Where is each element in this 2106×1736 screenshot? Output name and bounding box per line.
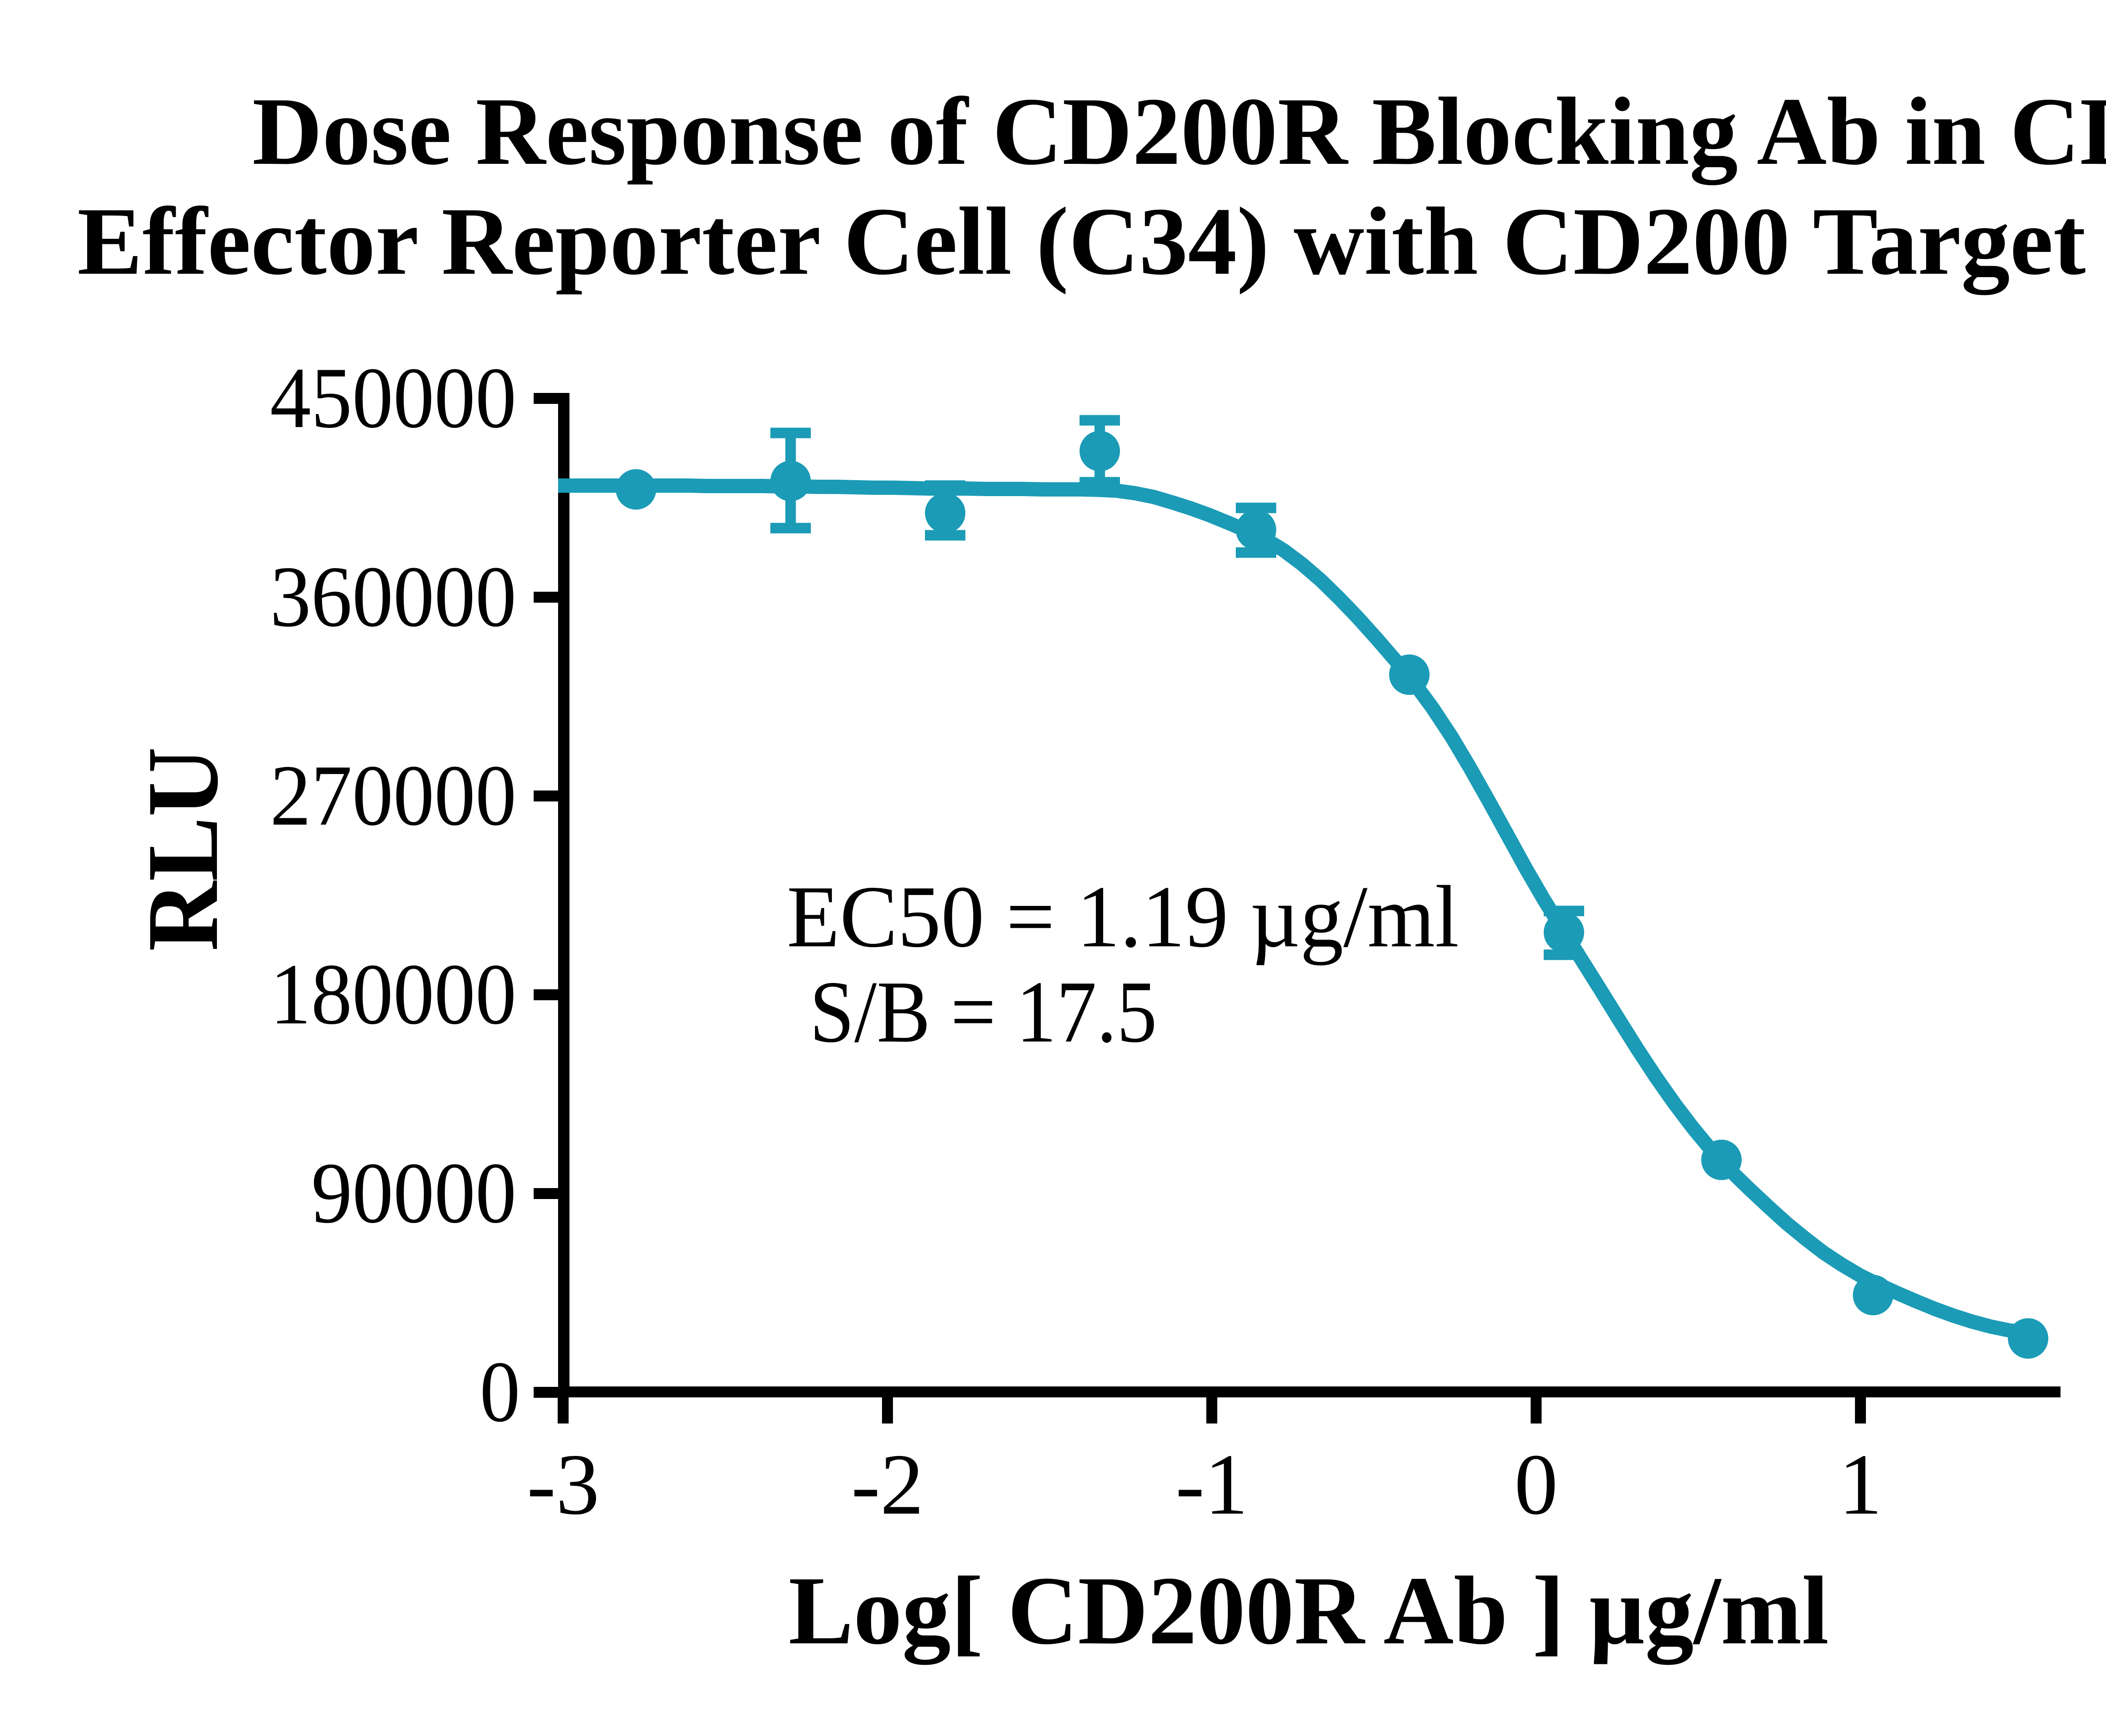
svg-text:Log[ CD200R Ab ] µg/ml: Log[ CD200R Ab ] µg/ml <box>788 1557 1829 1665</box>
svg-text:360000: 360000 <box>270 548 516 645</box>
svg-text:Dose Response of CD200R Blocki: Dose Response of CD200R Blocking Ab in C… <box>252 77 2106 185</box>
svg-text:1: 1 <box>1839 1436 1882 1533</box>
svg-text:S/B = 17.5: S/B = 17.5 <box>810 963 1157 1061</box>
svg-text:-2: -2 <box>851 1436 924 1533</box>
svg-text:90000: 90000 <box>311 1145 516 1241</box>
svg-text:Effector Reporter Cell (C34): Effector Reporter Cell (C34) with CD200 … <box>78 187 2106 295</box>
svg-text:-1: -1 <box>1176 1436 1248 1533</box>
svg-text:270000: 270000 <box>270 747 516 844</box>
svg-text:0: 0 <box>480 1343 520 1440</box>
svg-text:EC50 = 1.19 µg/ml: EC50 = 1.19 µg/ml <box>787 868 1459 966</box>
svg-text:RLU: RLU <box>126 747 239 951</box>
svg-text:450000: 450000 <box>270 350 516 446</box>
svg-text:-3: -3 <box>527 1436 599 1533</box>
svg-text:180000: 180000 <box>270 946 516 1042</box>
svg-text:0: 0 <box>1514 1436 1558 1533</box>
